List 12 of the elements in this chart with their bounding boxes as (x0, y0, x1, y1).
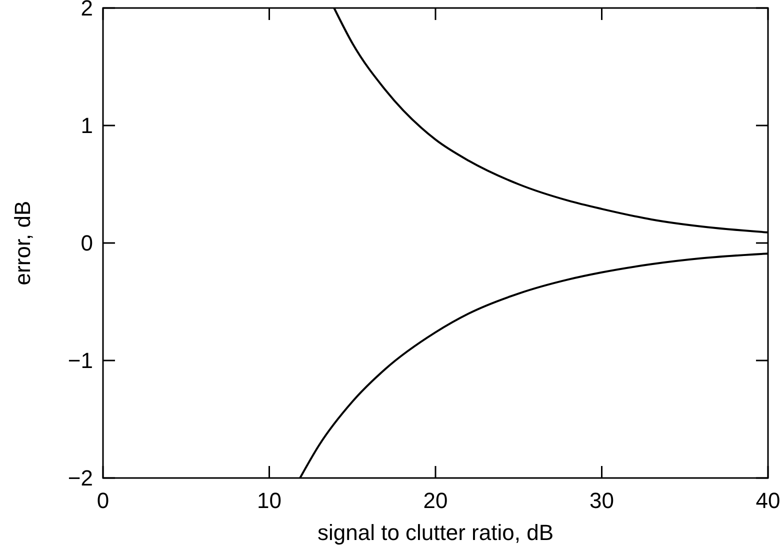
y-tick-label: 1 (80, 113, 93, 138)
y-axis-title: error, dB (10, 200, 35, 286)
y-tick-label: −1 (68, 348, 93, 374)
x-axis-title: signal to clutter ratio, dB (317, 520, 554, 545)
x-tick-label: 30 (590, 488, 614, 513)
y-tick-label: 0 (80, 230, 93, 256)
y-tick-label: 2 (80, 0, 93, 21)
x-tick-label: 10 (257, 488, 282, 513)
x-tick-label: 20 (423, 488, 448, 513)
x-tick-label: 0 (96, 488, 110, 513)
y-tick-label: −2 (68, 466, 93, 491)
x-tick-label: 40 (756, 488, 780, 513)
